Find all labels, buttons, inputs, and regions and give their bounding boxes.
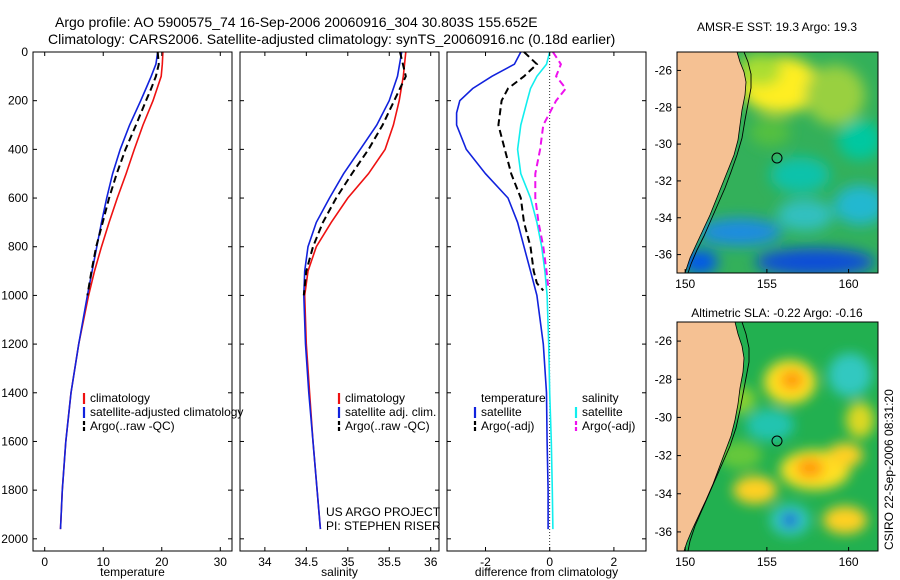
sst-argo-float-marker [771, 152, 783, 164]
y-tick-label: 1400 [1, 386, 28, 400]
series-line-salinity-argo-adj- [534, 51, 568, 286]
map-y-tick-label: -26 [655, 334, 673, 348]
map-y-tick-label: -34 [655, 487, 673, 501]
legend-salinity-heading: salinity [582, 391, 619, 405]
sla-map-frame [676, 321, 879, 552]
map-x-tick-label: 155 [757, 555, 777, 569]
legend-satellite-adjusted-label: satellite adj. clim. [345, 405, 436, 419]
x-tick-label: 20 [155, 555, 169, 569]
plot-frame [32, 51, 233, 552]
y-tick-label: 400 [8, 142, 28, 156]
series-line-satellite-adjusted-climatology [59, 51, 159, 530]
series-line-argo-raw-qc- [302, 51, 407, 296]
sla-land [677, 322, 744, 551]
series-line-climatology [59, 51, 164, 530]
sla-map-title: Altimetric SLA: -0.22 Argo: -0.16 [691, 306, 863, 320]
x-tick-label: 30 [214, 555, 228, 569]
legend-salinity-satellite-label: satellite [582, 405, 623, 419]
legend-argo-label: Argo(..raw -QC) [345, 419, 430, 433]
y-tick-label: 0 [21, 45, 28, 59]
y-tick-label: 600 [8, 191, 28, 205]
map-y-tick-label: -36 [655, 525, 673, 539]
map-y-tick-label: -28 [655, 372, 673, 386]
x-tick-label: 34 [258, 555, 272, 569]
figure-title-line-2: Climatology: CARS2006. Satellite-adjuste… [48, 31, 615, 47]
legend-climatology-label: climatology [90, 391, 150, 405]
map-x-tick-label: 150 [675, 277, 695, 291]
sst-land [677, 52, 746, 273]
series-line-salinity-satellite [516, 51, 554, 530]
legend-climatology-label: climatology [345, 391, 405, 405]
sst-map-title: AMSR-E SST: 19.3 Argo: 19.3 [697, 20, 857, 34]
sla-bathymetry-contour [687, 322, 750, 551]
map-y-tick-label: -26 [655, 63, 673, 77]
map-y-tick-label: -30 [655, 410, 673, 424]
x-tick-label: 34.5 [295, 555, 319, 569]
map-x-tick-label: 160 [839, 555, 859, 569]
x-tick-label: 0 [41, 555, 48, 569]
sst-coastline [684, 52, 747, 273]
legend-argo-label: Argo(..raw -QC) [90, 419, 175, 433]
project-annotation: US ARGO PROJECT [326, 505, 441, 519]
side-timestamp-label: CSIRO 22-Sep-2006 08:31:20 [882, 389, 896, 550]
legend-salinity-argo-label: Argo(-adj) [582, 419, 635, 433]
series-line-temperature-satellite [455, 51, 549, 530]
pi-annotation: PI: STEPHEN RISER [326, 519, 441, 533]
y-tick-label: 1600 [1, 434, 28, 448]
sst-bathymetry-contour [687, 52, 752, 273]
map-y-tick-label: -36 [655, 248, 673, 262]
map-y-tick-label: -32 [655, 174, 673, 188]
map-y-tick-label: -28 [655, 100, 673, 114]
x-tick-label: -2 [480, 555, 491, 569]
map-x-tick-label: 160 [839, 277, 859, 291]
x-tick-label: 0 [546, 555, 553, 569]
plot-frame [239, 51, 440, 552]
plot-frame [446, 51, 647, 552]
map-y-tick-label: -34 [655, 211, 673, 225]
legend-temperature-argo-label: Argo(-adj) [481, 419, 534, 433]
map-y-tick-label: -32 [655, 449, 673, 463]
y-tick-label: 1000 [1, 288, 28, 302]
series-line-satellite-adj-clim- [302, 51, 403, 530]
y-tick-label: 1200 [1, 337, 28, 351]
sla-coastline [683, 322, 745, 551]
x-axis-label: salinity [321, 565, 358, 579]
series-line-argo-raw-qc- [86, 51, 160, 296]
sla-argo-float-marker [771, 435, 783, 447]
sla-map-panel: Altimetric SLA: -0.22 Argo: -0.16 [655, 306, 879, 569]
sst-field [682, 54, 878, 273]
x-axis-label: difference from climatology [475, 565, 618, 579]
sst-map-panel: AMSR-E SST: 19.3 Argo: 19.3 150 155 [655, 20, 879, 291]
legend-satellite-adjusted-label: satellite-adjusted climatology [90, 405, 243, 419]
y-tick-label: 1800 [1, 483, 28, 497]
y-tick-label: 2000 [1, 532, 28, 546]
y-tick-label: 200 [8, 94, 28, 108]
x-axis-label: temperature [100, 565, 165, 579]
series-line-climatology [303, 51, 407, 530]
x-tick-label: 35 [341, 555, 355, 569]
map-y-tick-label: -30 [655, 137, 673, 151]
x-tick-label: 2 [611, 555, 618, 569]
legend-temperature-heading: temperature [481, 391, 546, 405]
y-tick-label: 800 [8, 240, 28, 254]
difference-legend: temperature salinitysatelliteArgo(-adj)sa… [473, 391, 635, 433]
figure-title-line-1: Argo profile: AO 5900575_74 16-Sep-2006 … [55, 14, 538, 30]
x-tick-label: 36 [424, 555, 438, 569]
series-line-temperature-argo-adj- [497, 51, 545, 292]
map-x-tick-label: 150 [675, 555, 695, 569]
legend-temperature-satellite-label: satellite [481, 405, 522, 419]
sst-map-frame [676, 51, 879, 274]
salinity-panel: 34 34.5 35 35.5 36 salinity climatologysatelli… [239, 51, 440, 579]
x-tick-label: 10 [97, 555, 111, 569]
sla-field [718, 353, 874, 536]
map-x-tick-label: 155 [757, 277, 777, 291]
temperature-panel: 0 10 20 30temperature0200400600800100012001… [1, 45, 646, 579]
x-tick-label: 35.5 [378, 555, 402, 569]
